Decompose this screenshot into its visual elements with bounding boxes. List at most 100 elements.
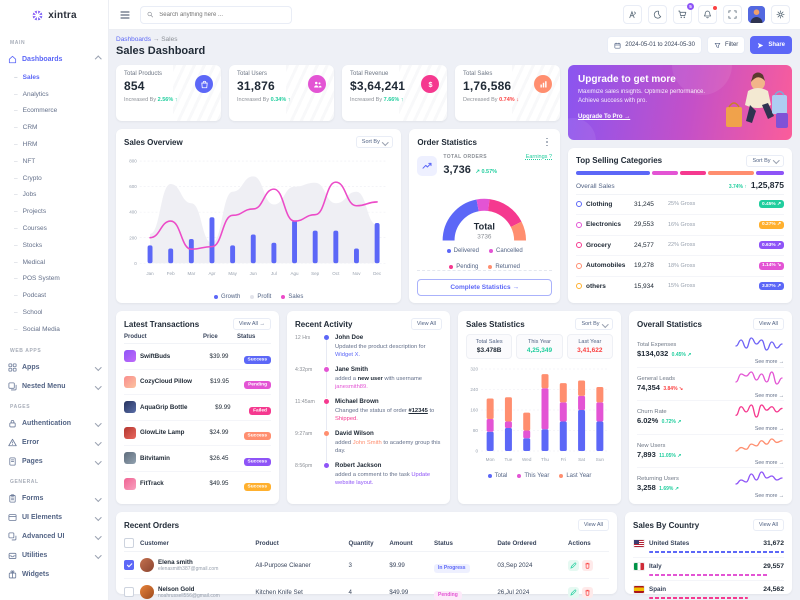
category-share-segment	[576, 170, 651, 175]
complete-statistics-button[interactable]: Complete Statistics →	[417, 279, 552, 296]
sidebar-item-medical[interactable]: – Medical	[14, 254, 100, 271]
sidebar-item-widgets[interactable]: Widgets	[8, 565, 100, 584]
dash-icon: –	[14, 258, 18, 266]
fullscreen-icon[interactable]	[723, 5, 742, 24]
sidebar-item-nft[interactable]: – NFT	[14, 153, 100, 170]
settings-gear-icon[interactable]	[771, 5, 790, 24]
notifications-bell-icon[interactable]	[698, 4, 718, 24]
see-more-link[interactable]: See more →	[754, 426, 784, 433]
see-more-link[interactable]: See more →	[754, 392, 784, 399]
category-name: Electronics	[586, 221, 622, 229]
sidebar-item-jobs[interactable]: – Jobs	[14, 187, 100, 204]
sidebar-item-school[interactable]: – School	[14, 304, 100, 321]
ui-icon	[8, 513, 17, 522]
activity-item: 11:45am Michael Brown Changed the status o…	[295, 398, 442, 430]
activity-dot	[323, 399, 329, 404]
country-row-us: United States 31,672	[633, 535, 784, 558]
sidebar-item-forms[interactable]: Forms	[8, 489, 101, 508]
cart-icon[interactable]: 5	[673, 3, 694, 24]
country-row-es: Spain 24,562	[633, 581, 784, 600]
language-icon[interactable]	[623, 5, 642, 24]
sidebar-item-courses[interactable]: – Courses	[14, 220, 100, 237]
country-progress-line	[649, 550, 784, 553]
sidebar-item-pos-system[interactable]: – POS System	[14, 271, 100, 288]
sidebar-item-analytics[interactable]: – Analytics	[14, 86, 100, 103]
transaction-status: Pending	[244, 373, 271, 391]
sidebar-item-label: Utilities	[22, 551, 48, 559]
overall-view-all-button[interactable]: View All	[752, 318, 784, 330]
see-more-link[interactable]: See more →	[754, 359, 784, 366]
sidebar-item-ecommerce[interactable]: – Ecommerce	[14, 103, 100, 120]
dash-icon: –	[14, 225, 18, 233]
sidebar-item-crypto[interactable]: – Crypto	[14, 170, 100, 187]
global-search[interactable]	[140, 5, 292, 24]
svg-text:0: 0	[475, 448, 478, 453]
filter-button[interactable]: Filter	[706, 36, 746, 54]
breadcrumb-current: Sales	[161, 36, 178, 43]
status-badge: Pending	[244, 381, 271, 390]
svg-text:Mar: Mar	[187, 271, 195, 276]
sidebar-item-projects[interactable]: – Projects	[14, 203, 100, 220]
sidebar-item-stocks[interactable]: – Stocks	[14, 237, 100, 254]
latest-transactions-panel: Latest Transactions View All → Product P…	[116, 311, 279, 504]
overall-stat-row: New Users 7,893 11.05% ↗ See more →	[637, 435, 784, 468]
legend-dot	[250, 295, 255, 299]
breadcrumb-dashboards[interactable]: Dashboards	[116, 36, 152, 43]
sidebar-item-social-media[interactable]: – Social Media	[14, 321, 100, 338]
sidebar-item-error[interactable]: Error	[8, 433, 101, 452]
top-selling-sort-button[interactable]: Sort By	[746, 154, 784, 167]
delete-icon[interactable]	[582, 559, 594, 571]
transaction-product: FitTrack	[124, 477, 210, 490]
sidebar-item-advanced-ui[interactable]: Advanced UI	[8, 527, 101, 546]
sales-stat-value: $3.478B	[476, 346, 502, 354]
activity-view-all-button[interactable]: View All	[410, 318, 442, 330]
svg-text:$: $	[428, 80, 432, 89]
date-range-picker[interactable]: 2024-05-01 to 2024-05-30	[607, 36, 702, 54]
share-button[interactable]: Share	[750, 36, 792, 54]
brand-logo[interactable]: xintra	[0, 0, 108, 30]
select-all-checkbox[interactable]	[124, 538, 134, 548]
see-more-link[interactable]: See more →	[754, 493, 784, 500]
sidebar-item-utilities[interactable]: Utilities	[8, 546, 101, 565]
sidebar-item-sales[interactable]: – Sales	[14, 69, 100, 86]
edit-icon[interactable]	[568, 586, 580, 598]
activity-time: 8:56pm	[295, 463, 313, 469]
transactions-view-all-button[interactable]: View All →	[232, 318, 271, 330]
sidebar-item-podcast[interactable]: – Podcast	[14, 287, 100, 304]
panel-menu-icon[interactable]	[542, 136, 552, 148]
country-view-all-button[interactable]: View All	[752, 519, 784, 531]
sales-statistics-chart: 0 80 160 240 320 Mon Tue Wed Thu Fri Sat Sun	[470, 366, 609, 462]
sidebar-item-pages[interactable]: Pages	[8, 452, 101, 471]
search-input[interactable]	[157, 10, 285, 19]
sidebar-item-dashboards[interactable]: Dashboards	[8, 50, 101, 69]
hamburger-menu-icon[interactable]	[118, 8, 132, 22]
sidebar-item-apps[interactable]: Apps	[8, 358, 101, 377]
sidebar-child-label: NFT	[22, 157, 36, 165]
sidebar-item-nested-menu[interactable]: Nested Menu	[8, 377, 101, 396]
sidebar-item-hrm[interactable]: – HRM	[14, 136, 100, 153]
sales-statistics-sort-button[interactable]: Sort By	[575, 318, 613, 330]
row-checkbox[interactable]	[124, 560, 134, 570]
timeline-line	[325, 436, 327, 462]
overall-stat-label: Total Expenses	[637, 342, 677, 349]
overall-statistics-title: Overall Statistics	[637, 319, 702, 329]
row-checkbox[interactable]	[124, 587, 134, 597]
sales-overview-sort-button[interactable]: Sort By	[355, 136, 394, 148]
edit-icon[interactable]	[568, 559, 580, 571]
category-gross: 18% Gross	[668, 262, 696, 269]
sidebar-item-authentication[interactable]: Authentication	[8, 414, 101, 433]
legend-pending: Pending	[449, 264, 478, 270]
stat-card-change: Increased By 2.56% ↑	[124, 97, 178, 103]
upgrade-cta-link[interactable]: Upgrade To Pro →	[578, 114, 631, 121]
sidebar-item-label: Apps	[22, 363, 40, 371]
orders-view-all-button[interactable]: View All	[577, 519, 609, 531]
dark-mode-moon-icon[interactable]	[648, 5, 667, 24]
user-avatar[interactable]	[748, 6, 765, 23]
earnings-link[interactable]: Earnings ?	[525, 154, 552, 160]
see-more-link[interactable]: See more →	[754, 459, 784, 466]
chevron-down-icon	[94, 383, 101, 390]
sidebar-item-ui-elements[interactable]: UI Elements	[8, 508, 101, 527]
delete-icon[interactable]	[582, 586, 594, 598]
sidebar-item-crm[interactable]: – CRM	[14, 119, 100, 136]
activity-text: Michael Brown Changed the status of order…	[335, 398, 442, 430]
